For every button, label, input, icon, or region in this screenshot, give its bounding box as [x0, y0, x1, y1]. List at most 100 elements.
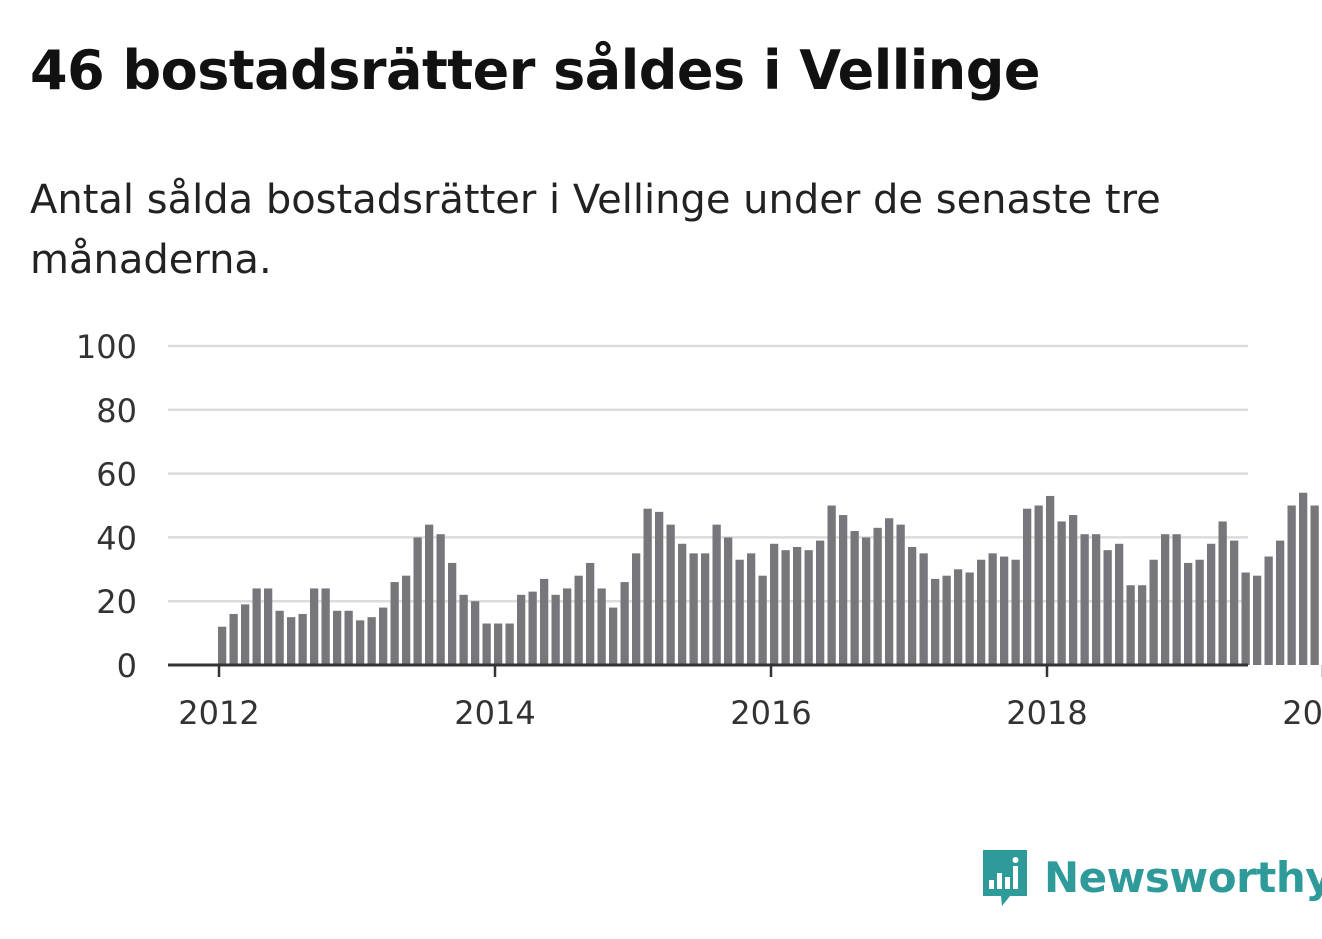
bar [643, 508, 652, 665]
bar [758, 575, 767, 665]
x-tick-label: 2020 [1282, 694, 1322, 732]
bar [402, 575, 411, 665]
chart-subtitle: Antal sålda bostadsrätter i Vellinge und… [30, 177, 1161, 283]
bar [229, 613, 238, 665]
bar [988, 553, 997, 665]
bar [551, 594, 560, 665]
bar [747, 553, 756, 665]
bar [1184, 562, 1193, 665]
bar [1046, 495, 1055, 665]
grid-lines [168, 344, 1248, 603]
bar [1253, 575, 1262, 665]
bar [482, 623, 491, 665]
y-tick-label: 0 [117, 647, 137, 685]
bar [494, 623, 503, 665]
bar [770, 543, 779, 665]
bar [1149, 559, 1158, 665]
bar [1310, 505, 1319, 665]
newsworthy-logo-icon [983, 850, 1027, 906]
chart-title: 46 bostadsrätter såldes i Vellinge [30, 39, 1040, 102]
bar [931, 578, 940, 665]
bar [448, 562, 457, 665]
bar [1115, 543, 1124, 665]
bar [804, 550, 813, 665]
bar [793, 546, 802, 665]
bar [1092, 534, 1101, 665]
bar [1034, 505, 1043, 665]
bar [1241, 572, 1250, 665]
bar [839, 515, 848, 665]
bar [678, 543, 687, 665]
bar [264, 588, 273, 665]
bar [1138, 585, 1147, 665]
bar [528, 591, 537, 665]
bar [321, 588, 330, 665]
bar [1299, 492, 1308, 665]
bar [1000, 556, 1009, 665]
bar [666, 524, 675, 665]
bar [1126, 585, 1135, 665]
bar [1161, 534, 1170, 665]
bar [885, 518, 894, 665]
bar [275, 610, 284, 665]
bar [712, 524, 721, 665]
bar [1103, 550, 1112, 665]
x-tick-label: 2018 [1006, 694, 1087, 732]
bar [609, 607, 618, 665]
bar [827, 505, 836, 665]
bar [632, 553, 641, 665]
brand: Newsworthy [980, 846, 1322, 908]
bar [781, 550, 790, 665]
bar [1011, 559, 1020, 665]
bar [701, 553, 710, 665]
bar [965, 572, 974, 665]
y-tick-label: 60 [96, 456, 137, 494]
bar [1080, 534, 1089, 665]
bar [850, 531, 859, 665]
bar [1057, 521, 1066, 665]
bar [459, 594, 468, 665]
bar [1218, 521, 1227, 665]
bar [517, 594, 526, 665]
bar [241, 604, 250, 665]
bar [1172, 534, 1181, 665]
bars [218, 492, 1319, 665]
bar [977, 559, 986, 665]
bar [873, 527, 882, 665]
x-axis-ticks: 20122014201620182020202220242026 [178, 665, 1322, 732]
bar [298, 613, 307, 665]
bar [1230, 540, 1239, 665]
bar [862, 537, 871, 665]
bar [655, 511, 664, 665]
bar [425, 524, 434, 665]
bar [1023, 508, 1032, 665]
bar [1207, 543, 1216, 665]
bar [574, 575, 583, 665]
bar [919, 553, 928, 665]
bar [954, 569, 963, 665]
bar [724, 537, 733, 665]
bar [896, 524, 905, 665]
bar [1287, 505, 1296, 665]
bar [471, 601, 480, 665]
bar [1264, 556, 1273, 665]
y-tick-label: 80 [96, 392, 137, 430]
y-axis-ticks: 0 20 40 60 80 100 [76, 328, 137, 685]
bar [367, 617, 376, 665]
bar [505, 623, 514, 665]
bar [1069, 515, 1078, 665]
bar [597, 588, 606, 665]
y-tick-label: 40 [96, 519, 137, 557]
bar [908, 546, 917, 665]
bar [436, 534, 445, 665]
brand-name: Newsworthy [1044, 852, 1322, 902]
bar [563, 588, 572, 665]
bar [540, 578, 549, 665]
bar [689, 553, 698, 665]
y-tick-label: 100 [76, 328, 137, 366]
bar [356, 620, 365, 665]
bar [344, 610, 353, 665]
x-tick-label: 2016 [730, 694, 811, 732]
bar [816, 540, 825, 665]
